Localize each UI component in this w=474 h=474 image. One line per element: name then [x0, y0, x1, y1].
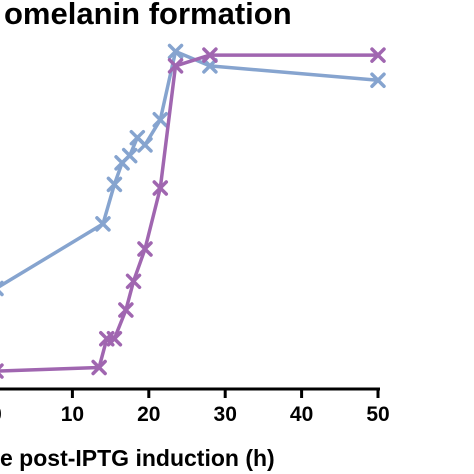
data-point [202, 47, 218, 63]
data-point [202, 58, 218, 74]
data-point [152, 112, 169, 128]
x-tick-label: 10 [61, 403, 84, 426]
x-axis: 0 10 20 30 40 50 [0, 387, 390, 426]
data-point [152, 180, 169, 196]
series-2 [0, 47, 386, 379]
data-point [125, 273, 142, 290]
data-point [167, 58, 184, 74]
series-1 [0, 43, 386, 297]
chart-title: omelanin formation [4, 0, 292, 31]
data-point [106, 330, 123, 347]
x-axis-label: e post-IPTG induction (h) [0, 445, 275, 471]
series-line [0, 49, 379, 289]
data-point [118, 302, 134, 318]
data-point [106, 176, 123, 193]
data-point [95, 216, 111, 232]
x-tick-label: 50 [366, 403, 389, 426]
data-point [370, 47, 386, 63]
x-tick-label: 30 [214, 403, 237, 426]
plot-area [0, 43, 386, 379]
data-point [91, 359, 107, 376]
x-tick-label: 0 [0, 403, 2, 426]
data-point [0, 280, 4, 297]
x-tick-label: 40 [290, 403, 313, 426]
data-point [121, 147, 138, 164]
series-line [0, 53, 378, 373]
data-point [167, 43, 184, 60]
data-point [137, 137, 153, 153]
data-point [370, 72, 386, 89]
data-point [137, 241, 153, 257]
x-tick-label: 20 [137, 403, 160, 426]
